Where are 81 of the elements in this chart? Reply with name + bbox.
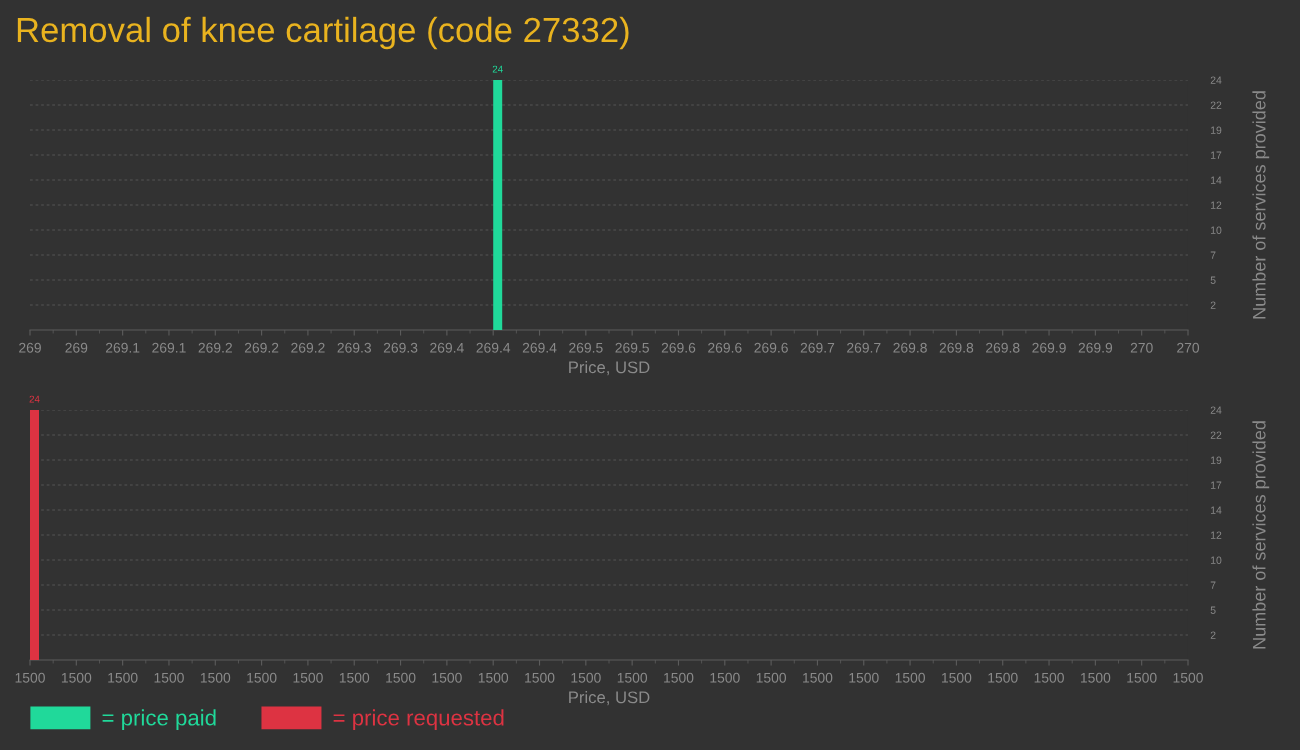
y-tick-label: 24 (1210, 76, 1222, 84)
x-tick-label: 1500 (710, 672, 740, 683)
y-tick-label: 2 (1210, 631, 1216, 639)
x-tick-label: 1500 (108, 672, 138, 683)
x-tick-label: 1500 (293, 672, 323, 683)
legend-label: = price paid (102, 709, 216, 730)
x-tick-label: 1500 (988, 672, 1018, 683)
x-tick-label: 270 (1177, 342, 1200, 353)
x-tick-label: 1500 (849, 672, 879, 683)
x-tick-label: 269.5 (615, 342, 649, 353)
x-tick-label: 269.8 (986, 342, 1020, 353)
x-tick-label: 1500 (1034, 672, 1064, 683)
x-tick-label: 269.4 (522, 342, 557, 353)
x-tick-label: 269.8 (939, 342, 974, 353)
x-tick-label: 270 (1130, 342, 1153, 353)
x-tick-label: 269.4 (476, 342, 511, 353)
x-tick-label: 1500 (15, 672, 45, 683)
x-tick-label: 1500 (247, 672, 277, 683)
x-tick-label: 269.3 (383, 342, 418, 353)
x-tick-label: 269 (65, 342, 88, 353)
x-tick-label: 1500 (617, 672, 648, 683)
x-tick-label: 269.3 (337, 342, 372, 353)
y-tick-label: 10 (1211, 226, 1222, 234)
y-tick-label: 10 (1211, 556, 1222, 564)
x-tick-label: 269.7 (847, 342, 881, 353)
y-tick-label: 17 (1211, 151, 1222, 159)
x-tick-label: 269.9 (1078, 342, 1113, 353)
y-tick-label: 7 (1210, 251, 1216, 259)
x-tick-label: 269.9 (1032, 342, 1066, 353)
data-label: 24 (29, 395, 40, 403)
x-tick-label: 1500 (200, 672, 231, 683)
x-tick-label: 1500 (525, 672, 555, 683)
y-tick-label: 5 (1210, 606, 1216, 614)
y-tick-label: 14 (1211, 506, 1222, 514)
y-axis-title: Number of services provided (1252, 91, 1270, 319)
x-tick-label: 269.4 (430, 342, 464, 353)
y-tick-label: 2 (1210, 301, 1216, 309)
x-tick-label: 269.6 (754, 342, 788, 353)
x-tick-label: 269.2 (291, 342, 325, 353)
y-tick-label: 14 (1211, 176, 1222, 184)
x-tick-label: 269.1 (105, 342, 140, 353)
x-tick-label: 1500 (895, 672, 925, 683)
x-tick-label: 269.6 (708, 342, 742, 353)
y-tick-label: 19 (1211, 126, 1222, 134)
legend-label: = price requested (333, 709, 504, 730)
x-tick-label: 1500 (1127, 672, 1157, 683)
data-label: 24 (492, 65, 503, 73)
x-tick-label: 1500 (664, 672, 694, 683)
x-axis-title: Price, USD (569, 361, 650, 376)
y-tick-label: 22 (1210, 101, 1222, 109)
x-tick-label: 269.5 (569, 342, 603, 353)
y-tick-label: 17 (1211, 481, 1222, 489)
x-tick-label: 1500 (942, 672, 972, 683)
x-tick-label: 269.2 (198, 342, 232, 353)
x-tick-label: 1500 (756, 672, 787, 683)
x-tick-label: 1500 (478, 672, 509, 683)
y-tick-label: 24 (1210, 406, 1222, 414)
x-tick-label: 269.2 (244, 342, 279, 353)
x-tick-label: 269 (19, 342, 41, 353)
x-tick-label: 1500 (386, 672, 416, 683)
y-tick-label: 12 (1211, 201, 1222, 209)
x-tick-label: 1500 (339, 672, 370, 683)
y-tick-label: 22 (1210, 431, 1222, 439)
x-tick-label: 269.6 (661, 342, 696, 353)
x-tick-label: 1500 (154, 672, 184, 683)
y-tick-label: 7 (1210, 581, 1216, 589)
x-tick-label: 1500 (803, 672, 833, 683)
y-axis-title: Number of services provided (1252, 421, 1270, 649)
x-tick-label: 1500 (61, 672, 92, 683)
x-tick-label: 269.7 (800, 342, 835, 353)
chart-title: Removal of knee cartilage (code 27332) (17, 16, 629, 50)
y-tick-label: 12 (1211, 531, 1222, 539)
x-tick-label: 1500 (1173, 672, 1203, 683)
x-tick-label: 269.8 (893, 342, 927, 353)
x-tick-label: 1500 (1080, 672, 1111, 683)
y-tick-label: 5 (1210, 276, 1216, 284)
x-axis-title: Price, USD (569, 691, 650, 706)
x-tick-label: 1500 (571, 672, 601, 683)
x-tick-label: 269.1 (152, 342, 186, 353)
x-tick-label: 1500 (432, 672, 462, 683)
y-tick-label: 19 (1211, 456, 1222, 464)
